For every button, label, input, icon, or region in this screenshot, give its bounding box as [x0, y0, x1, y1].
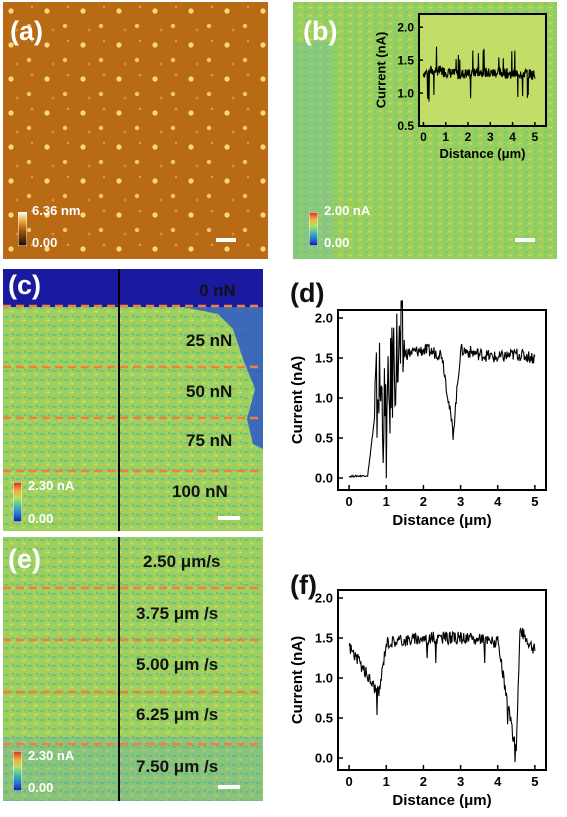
y-tick-label: 0.0	[315, 751, 333, 766]
panel-f-chart: 0 1 2 3 4 5 0.0 0.5 1.0 1.5 2.0 Distance (μm) Curren…	[270, 586, 562, 812]
y-tick-label: 1.5	[315, 351, 333, 366]
x-tick-label: 0	[346, 494, 353, 509]
x-tick-label: 5	[531, 774, 538, 789]
y-axis-label: Current (nA)	[289, 636, 306, 724]
x-tick-label: 0	[420, 130, 427, 144]
series-line	[348, 627, 536, 763]
x-tick-label: 4	[494, 774, 502, 789]
y-tick-label: 2.0	[315, 311, 333, 326]
panel-a-label: (a)	[10, 16, 43, 46]
panel-f-label: (f)	[290, 570, 317, 600]
panel-b-inset-chart: 0 1 2 3 4 5 0.5 1.0 1.5 2.0 Distance (μm) Current (…	[362, 8, 556, 168]
panel-e-scale-min: 0.00	[28, 780, 54, 795]
y-tick-label: 0.5	[315, 431, 333, 446]
panel-a-scale-min: 0.00	[32, 235, 58, 250]
panel-b-label: (b)	[303, 16, 338, 46]
panel-c-scale-bar	[218, 516, 240, 520]
y-axis-label: Current (nA)	[373, 32, 388, 109]
panel-e-current-map	[3, 537, 263, 801]
panel-c-zone-1: 25 nN	[186, 331, 233, 350]
series-line	[348, 300, 536, 479]
x-tick-label: 0	[346, 774, 353, 789]
panel-e-colorbar	[12, 750, 23, 792]
panel-d-chart: 0 1 2 3 4 5 0.0 0.5 1.0 1.5 2.0 Distance (μm) Curren…	[270, 298, 562, 534]
y-axis-label: Current (nA)	[289, 356, 306, 444]
y-tick-label: 2.0	[315, 591, 333, 606]
panel-b-scale-max: 2.00 nA	[324, 203, 371, 218]
panel-e-scale-bar	[218, 785, 240, 789]
panel-e-zone-1: 3.75 μm /s	[136, 604, 219, 623]
x-tick-label: 2	[465, 130, 472, 144]
x-tick-label: 2	[420, 774, 427, 789]
panel-c-scale-min: 0.00	[28, 511, 54, 526]
panel-a-topography-map	[3, 2, 268, 259]
y-tick-label: 1.0	[315, 671, 333, 686]
x-tick-label: 5	[532, 130, 539, 144]
x-tick-label: 1	[442, 130, 449, 144]
panel-c-zone-4: 100 nN	[172, 482, 228, 501]
panel-e-zone-2: 5.00 μm /s	[136, 655, 219, 674]
panel-c-current-map	[3, 269, 263, 531]
panel-e-zone-0: 2.50 μm/s	[143, 552, 221, 571]
panel-b-colorbar	[308, 211, 319, 247]
panel-c-zone-2: 50 nN	[186, 382, 233, 401]
panel-c-zone-3: 75 nN	[186, 431, 233, 450]
y-tick-label: 1.5	[397, 53, 414, 67]
y-tick-label: 1.5	[315, 631, 333, 646]
plot-area	[337, 309, 547, 491]
panel-e-label: (e)	[8, 544, 41, 574]
panel-c-scale-max: 2.30 nA	[28, 478, 75, 493]
plot-area	[337, 589, 547, 771]
panel-a-colorbar	[17, 211, 28, 247]
y-tick-label: 1.0	[315, 391, 333, 406]
panel-e-zone-4: 7.50 μm /s	[136, 757, 219, 776]
panel-b-scale-min: 0.00	[324, 235, 350, 250]
x-tick-label: 1	[383, 774, 390, 789]
panel-e-scale-max: 2.30 nA	[28, 748, 75, 763]
panel-a-scale-max: 6.36 nm	[32, 203, 81, 218]
x-tick-label: 2	[420, 494, 427, 509]
x-axis-label: Distance (μm)	[392, 792, 491, 809]
x-tick-label: 3	[487, 130, 494, 144]
y-tick-label: 2.0	[397, 20, 414, 34]
y-tick-label: 1.0	[397, 86, 414, 100]
x-tick-label: 3	[457, 494, 464, 509]
x-tick-label: 4	[494, 494, 502, 509]
panel-e-zone-3: 6.25 μm /s	[136, 705, 219, 724]
x-tick-label: 1	[383, 494, 390, 509]
x-tick-label: 3	[457, 774, 464, 789]
y-tick-label: 0.0	[315, 471, 333, 486]
panel-c-colorbar	[12, 481, 23, 523]
y-tick-label: 0.5	[315, 711, 333, 726]
series-line	[422, 46, 536, 102]
x-tick-label: 4	[509, 130, 516, 144]
panel-c-label: (c)	[8, 270, 41, 300]
x-axis-label: Distance (μm)	[392, 512, 491, 529]
panel-c-zone-0: 0 nN	[199, 281, 236, 300]
x-axis-label: Distance (μm)	[440, 146, 526, 161]
panel-b-scale-bar	[515, 238, 535, 242]
panel-d-label: (d)	[290, 278, 325, 308]
panel-a-scale-bar	[216, 238, 236, 242]
y-tick-label: 0.5	[397, 119, 414, 133]
x-tick-label: 5	[531, 494, 538, 509]
